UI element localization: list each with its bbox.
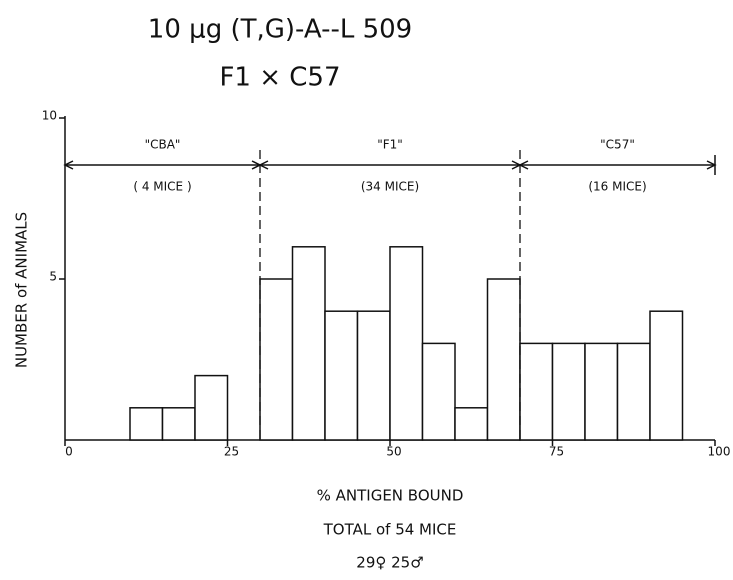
y-axis-label: NUMBER of ANIMALS [13, 212, 31, 368]
bar [259, 278, 294, 441]
region-note: ( 4 MICE ) [133, 180, 191, 194]
bar [616, 342, 651, 441]
bar [291, 246, 326, 441]
arrow-head [63, 160, 74, 170]
bar [129, 407, 164, 441]
bar [584, 342, 619, 441]
x-tick-label: 0 [65, 445, 73, 459]
y-tick-label: 5 [49, 270, 57, 284]
bar [389, 246, 424, 441]
bar [421, 342, 456, 441]
region-note: (16 MICE) [588, 180, 646, 194]
bar [551, 342, 586, 441]
x-tick-label: 100 [708, 445, 731, 459]
x-axis-label: % ANTIGEN BOUND [317, 487, 464, 505]
x-tick-label: 25 [224, 445, 239, 459]
bar [161, 407, 196, 441]
region-label: "C57" [600, 138, 635, 152]
region-label: "CBA" [145, 138, 181, 152]
bar [519, 342, 554, 441]
x-tick-label: 75 [549, 445, 564, 459]
region-label: "F1" [377, 138, 403, 152]
bar [324, 310, 359, 441]
y-tick-label: 10 [42, 109, 57, 123]
bar [486, 278, 521, 441]
footer-line: 29♀ 25♂ [356, 554, 423, 572]
x-tick-label: 50 [386, 445, 401, 459]
bar [454, 407, 489, 441]
region-note: (34 MICE) [361, 180, 419, 194]
bar [194, 374, 229, 441]
chart-title: 10 μg (T,G)-A--L 509 [148, 15, 412, 45]
chart-subtitle: F1 × C57 [219, 63, 340, 93]
bar [356, 310, 391, 441]
bar [649, 310, 684, 441]
footer-line: TOTAL of 54 MICE [323, 521, 457, 539]
